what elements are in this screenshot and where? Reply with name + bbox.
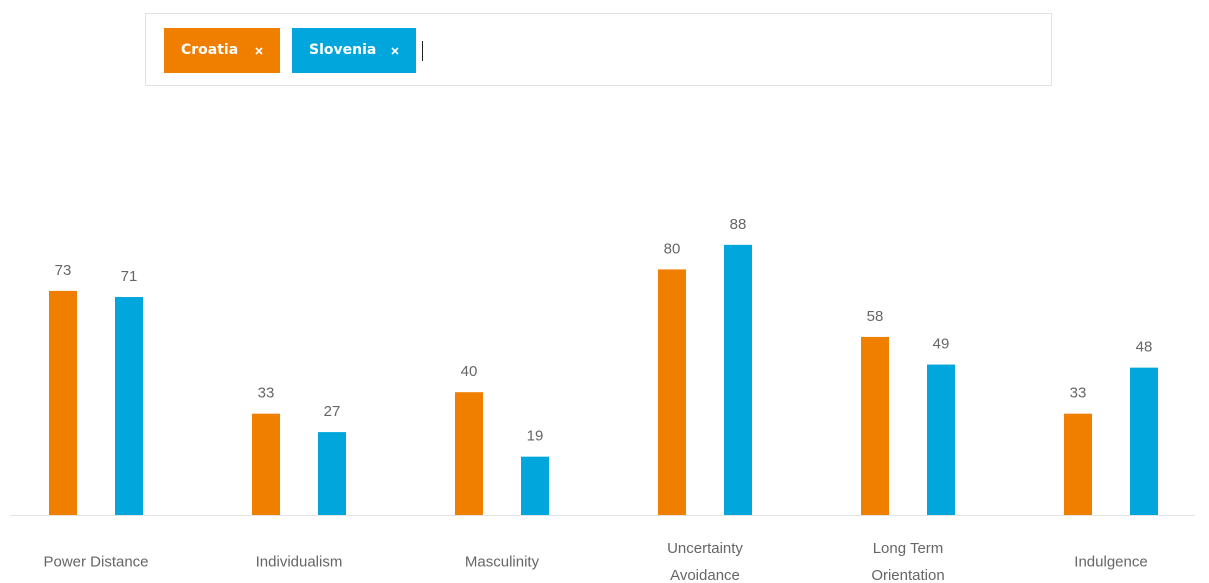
data-label: 19 — [527, 428, 544, 445]
x-tick-label: Masculinity — [464, 553, 540, 571]
data-label: 48 — [1136, 339, 1153, 356]
x-tick-label: Uncertainty Avoidance — [667, 540, 743, 583]
data-label: 73 — [55, 262, 72, 279]
remove-icon[interactable] — [391, 47, 399, 55]
bar — [521, 456, 549, 515]
data-label: 49 — [933, 336, 950, 353]
data-label: 88 — [730, 216, 747, 233]
data-label: 80 — [664, 240, 681, 257]
tag-label: Croatia — [181, 42, 239, 58]
x-tick-label: Long Term Orientation — [871, 540, 945, 583]
bar — [115, 297, 143, 515]
bar — [318, 432, 346, 515]
bar — [927, 364, 955, 515]
bar — [252, 413, 280, 515]
country-tag[interactable]: Croatia — [164, 28, 280, 73]
bar — [1064, 413, 1092, 515]
data-label: 58 — [867, 308, 884, 325]
data-label: 40 — [461, 363, 478, 380]
bar — [1130, 367, 1158, 515]
tag-label: Slovenia — [309, 42, 377, 58]
remove-icon[interactable] — [255, 47, 263, 55]
x-tick-label: Power Distance — [43, 553, 149, 571]
country-tag[interactable]: Slovenia — [292, 28, 416, 73]
data-label: 27 — [324, 403, 341, 420]
data-label: 33 — [258, 385, 275, 402]
data-label: 71 — [121, 268, 138, 285]
bar — [658, 269, 686, 515]
bar — [724, 244, 752, 515]
country-search[interactable]: Croatia Slovenia — [145, 13, 1052, 86]
text-cursor — [422, 41, 423, 61]
x-tick-label: Individualism — [255, 553, 343, 571]
data-label: 33 — [1070, 385, 1087, 402]
bar — [455, 392, 483, 515]
bar — [49, 290, 77, 515]
bar — [861, 336, 889, 515]
x-tick-label: Indulgence — [1074, 553, 1148, 571]
